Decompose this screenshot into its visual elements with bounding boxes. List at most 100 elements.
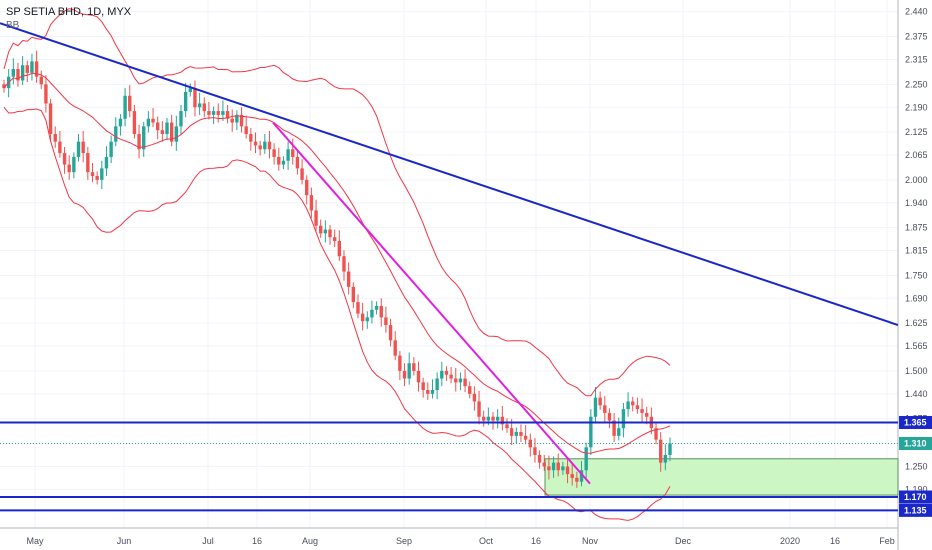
support-zone [544, 458, 899, 496]
candle-body [207, 111, 211, 115]
candle-body [30, 61, 34, 73]
candle-body [491, 416, 495, 421]
candle-body [300, 168, 304, 180]
candle-body [253, 141, 258, 146]
candle-body [244, 126, 248, 134]
y-tick-label: 2.440 [905, 7, 928, 17]
candle-body [332, 237, 337, 241]
candle-body [165, 122, 169, 134]
candle-body [668, 443, 672, 455]
price-tag [899, 490, 932, 504]
candle-body [458, 378, 463, 383]
x-tick-label: Nov [582, 536, 599, 546]
candle-body [58, 141, 62, 154]
candle-body [188, 88, 192, 92]
candle-body [25, 65, 29, 73]
candle-body [635, 405, 640, 410]
y-tick-label: 1.500 [905, 366, 928, 376]
x-tick-label: 16 [531, 536, 541, 546]
price-tag [899, 503, 932, 517]
y-tick-label: 1.190 [905, 484, 928, 494]
candle-body [267, 141, 272, 150]
candle-body [272, 149, 276, 157]
candle-body [575, 477, 579, 482]
candle-body [519, 432, 523, 436]
candle-body [528, 439, 532, 448]
candle-body [407, 363, 411, 379]
candle-body [81, 141, 85, 154]
candle-body [454, 378, 458, 383]
candle-body [631, 401, 635, 406]
candle-body [426, 390, 430, 394]
candle-body [626, 401, 630, 410]
candle-body [90, 172, 95, 177]
candle-body [221, 111, 225, 115]
candle-body [593, 397, 598, 417]
candle-body [603, 405, 607, 413]
candle-body [11, 69, 16, 77]
candle-body [570, 474, 574, 478]
bb-lower-band [3, 106, 671, 521]
candle-body [197, 103, 202, 108]
candle-body [76, 141, 81, 157]
candle-body [2, 84, 6, 89]
candle-body [109, 141, 113, 157]
candle-body [104, 156, 109, 169]
candle-body [500, 416, 505, 425]
x-tick-label: Aug [302, 536, 318, 546]
candle-body [183, 91, 188, 112]
y-tick-label: 2.125 [905, 127, 928, 137]
x-tick-label: Oct [479, 536, 494, 546]
candle-body [314, 210, 318, 226]
candle-body [435, 378, 439, 390]
candle-body [16, 69, 20, 81]
candle-body [509, 428, 514, 436]
candle-body [202, 103, 206, 112]
candle-body [598, 397, 602, 406]
candle-body [235, 114, 239, 123]
candle-body [34, 61, 39, 77]
candle-body [137, 134, 141, 150]
candle-body [561, 466, 565, 471]
candle-body [584, 447, 588, 471]
x-tick-label: May [26, 536, 44, 546]
candle-body [342, 256, 346, 272]
candle-body [323, 229, 328, 234]
candle-body [421, 382, 425, 390]
candle-body [318, 225, 323, 234]
candle-body [579, 470, 584, 482]
candle-body [658, 439, 663, 463]
y-tick-label: 1.565 [905, 341, 928, 351]
candle-body [556, 462, 560, 471]
candle-body [309, 195, 314, 211]
candle-body [174, 126, 179, 142]
candle-body [346, 271, 351, 287]
candle-body [477, 401, 481, 417]
y-tick-label: 1.940 [905, 198, 928, 208]
candle-body [53, 134, 57, 142]
candle-body [48, 103, 53, 134]
x-tick-label: 16 [252, 536, 262, 546]
candle-body [132, 111, 137, 134]
y-tick-label: 1.440 [905, 389, 928, 399]
x-tick-label: 16 [830, 536, 840, 546]
candle-body [472, 393, 477, 402]
candle-body [663, 454, 668, 463]
candle-body [621, 409, 626, 429]
candle-body [142, 126, 146, 150]
y-tick-label: 1.690 [905, 293, 928, 303]
candle-body [379, 305, 383, 318]
indicator-label[interactable]: BB [6, 20, 20, 31]
candle-body [374, 305, 379, 310]
candle-body [281, 160, 286, 165]
price-tag-label: 1.135 [904, 505, 927, 515]
candle-body [146, 118, 151, 127]
y-tick-label: 2.065 [905, 150, 928, 160]
candle-body [370, 309, 374, 318]
candle-body [230, 118, 234, 123]
candle-body [551, 462, 556, 471]
candle-body [523, 435, 528, 440]
y-tick-label: 1.815 [905, 246, 928, 256]
